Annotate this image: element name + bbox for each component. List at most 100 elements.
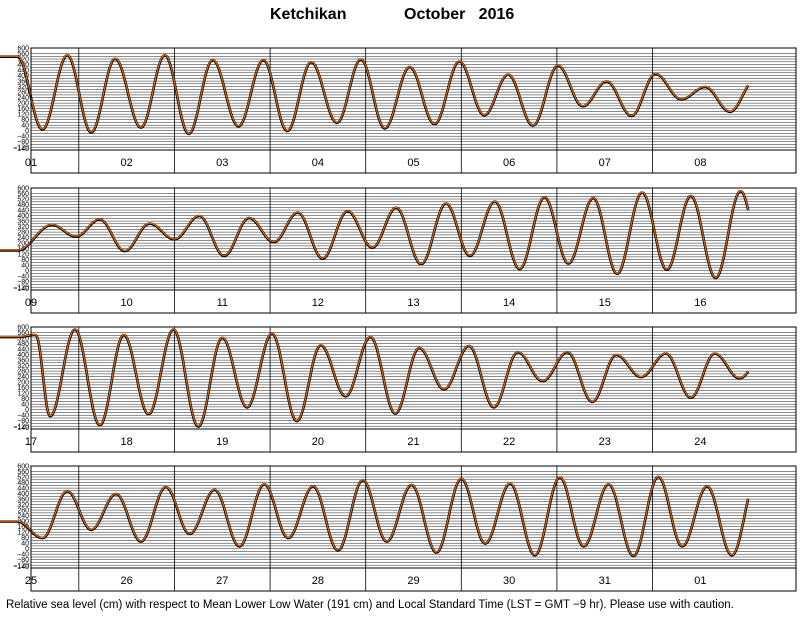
- y-tick-label: 600: [17, 464, 29, 471]
- tide-panel: 6005605204804404003603202802402001601208…: [0, 46, 797, 174]
- y-tick-label: 600: [17, 325, 29, 332]
- y-tick-label: −120: [13, 563, 29, 570]
- y-tick-label: 440: [17, 68, 29, 75]
- day-label: 30: [503, 575, 515, 587]
- day-label: 13: [407, 297, 419, 309]
- y-tick-label: 200: [17, 101, 29, 108]
- day-label: 16: [694, 297, 706, 309]
- day-label: 15: [599, 297, 611, 309]
- day-label: 28: [312, 575, 324, 587]
- y-tick-label: 440: [17, 347, 29, 354]
- y-tick-label: 600: [17, 186, 29, 193]
- day-label: 26: [120, 575, 132, 587]
- day-label: 11: [217, 297, 228, 309]
- y-tick-label: 0: [25, 546, 29, 553]
- y-tick-label: 400: [17, 491, 29, 498]
- y-tick-label: −40: [17, 134, 29, 141]
- observed-series-line: [0, 475, 750, 558]
- tide-panel: 6005605204804404003603202802402001601208…: [0, 186, 797, 314]
- y-tick-label: 480: [17, 202, 29, 209]
- day-label: 04: [312, 157, 324, 169]
- station-name: Ketchikan: [270, 6, 347, 23]
- panel-frame: [30, 187, 797, 314]
- y-tick-label: 600: [17, 46, 29, 53]
- y-tick-label: −120: [13, 145, 29, 152]
- day-label: 09: [25, 297, 37, 309]
- y-tick-label: −140: [13, 425, 29, 432]
- y-tick-label: 280: [17, 230, 29, 237]
- y-tick-label: 280: [17, 508, 29, 515]
- y-tick-label: 320: [17, 84, 29, 91]
- day-label: 20: [312, 436, 324, 448]
- day-label: 18: [120, 436, 132, 448]
- predicted-series-line: [0, 475, 749, 557]
- y-tick-label: 360: [17, 219, 29, 226]
- y-tick-label: 520: [17, 475, 29, 482]
- y-tick-label: 440: [17, 208, 29, 215]
- y-tick-label: 0: [25, 268, 29, 275]
- y-tick-label: 240: [17, 513, 29, 520]
- y-tick-label: −140: [13, 146, 29, 153]
- day-label: 23: [599, 436, 611, 448]
- y-tick-label: −80: [17, 557, 29, 564]
- day-label: 08: [694, 157, 706, 169]
- day-label: 05: [407, 157, 419, 169]
- y-tick-label: −140: [13, 286, 29, 293]
- day-label: 07: [599, 157, 611, 169]
- y-tick-label: 80: [21, 117, 29, 124]
- day-label: 21: [407, 436, 419, 448]
- tide-panel: 6005605204804404003603202802402001601208…: [0, 464, 797, 592]
- y-tick-label: −120: [13, 285, 29, 292]
- y-tick-label: 560: [17, 469, 29, 476]
- day-label: 24: [694, 436, 706, 448]
- y-tick-label: 560: [17, 191, 29, 198]
- y-tick-label: −40: [17, 274, 29, 281]
- y-tick-label: 120: [17, 391, 29, 398]
- y-tick-label: 480: [17, 480, 29, 487]
- y-tick-label: 40: [21, 263, 29, 270]
- day-label: 01: [25, 157, 37, 169]
- y-tick-label: 320: [17, 224, 29, 231]
- y-tick-label: 240: [17, 374, 29, 381]
- y-tick-label: −140: [13, 564, 29, 571]
- day-label: 14: [503, 297, 515, 309]
- y-tick-label: 160: [17, 385, 29, 392]
- tide-panel: 6005605204804404003603202802402001601208…: [0, 325, 797, 453]
- y-tick-label: 200: [17, 241, 29, 248]
- footer-caption: Relative sea level (cm) with respect to …: [6, 599, 734, 611]
- y-tick-label: −120: [13, 424, 29, 431]
- y-tick-label: 400: [17, 352, 29, 359]
- y-tick-label: 80: [21, 257, 29, 264]
- day-label: 27: [216, 575, 228, 587]
- y-tick-label: 480: [17, 341, 29, 348]
- y-tick-label: 160: [17, 524, 29, 531]
- day-label: 19: [216, 436, 228, 448]
- day-label: 06: [503, 157, 515, 169]
- y-tick-label: 360: [17, 358, 29, 365]
- day-label: 03: [216, 157, 228, 169]
- day-label: 01: [694, 575, 706, 587]
- y-tick-label: 520: [17, 197, 29, 204]
- y-tick-label: 520: [17, 336, 29, 343]
- tide-chart: 6005605204804404003603202802402001601208…: [0, 46, 797, 592]
- y-tick-label: 200: [17, 380, 29, 387]
- y-tick-label: 240: [17, 235, 29, 242]
- panel-frame: [30, 465, 797, 592]
- y-tick-label: 560: [17, 330, 29, 337]
- y-tick-label: 320: [17, 502, 29, 509]
- y-tick-label: 80: [21, 535, 29, 542]
- y-tick-label: 320: [17, 363, 29, 370]
- observed-series-line: [0, 54, 750, 136]
- y-tick-label: 520: [17, 57, 29, 64]
- panel-frame: [30, 326, 797, 453]
- y-tick-label: 280: [17, 369, 29, 376]
- y-tick-label: 440: [17, 486, 29, 493]
- y-tick-label: 0: [25, 128, 29, 135]
- month-year: October 2016: [404, 6, 515, 23]
- y-tick-label: 120: [17, 530, 29, 537]
- y-tick-label: 360: [17, 79, 29, 86]
- y-tick-label: 40: [21, 402, 29, 409]
- day-label: 02: [120, 157, 132, 169]
- y-tick-label: 40: [21, 541, 29, 548]
- y-tick-label: 400: [17, 213, 29, 220]
